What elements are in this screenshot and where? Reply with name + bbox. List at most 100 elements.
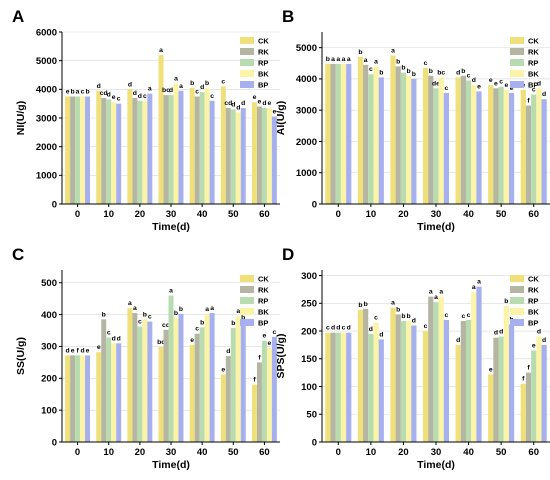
y-tick-label: 250 xyxy=(301,299,317,310)
significance-letter: d xyxy=(107,91,111,98)
legend-swatch-BK xyxy=(510,308,524,315)
bar-C-RK-40 xyxy=(194,333,200,442)
significance-letter: a xyxy=(364,57,368,64)
bar-A-CK-40 xyxy=(189,87,195,204)
significance-letter: d xyxy=(241,100,245,107)
significance-letter: d xyxy=(336,325,340,332)
x-tick-label: 20 xyxy=(398,209,409,220)
significance-letter: d xyxy=(369,326,373,333)
bar-C-BP-60 xyxy=(271,336,277,442)
bar-A-CK-30 xyxy=(158,54,164,204)
y-axis-label: SPS(U/g) xyxy=(275,334,287,379)
y-tick-label: 2000 xyxy=(296,137,317,148)
bar-B-BP-30 xyxy=(443,92,450,204)
significance-letter: c xyxy=(117,96,121,103)
significance-letter: c xyxy=(499,79,503,86)
bar-B-BP-60 xyxy=(541,99,547,204)
legend-swatch-RK xyxy=(240,286,254,293)
significance-letter: d xyxy=(66,347,70,354)
panel-B: B010002000300040005000bbacdeeaabbbefacbd… xyxy=(275,7,550,233)
significance-letter: b xyxy=(396,58,400,65)
bar-D-BP-60 xyxy=(541,344,547,442)
significance-letter: c xyxy=(467,72,471,79)
legend-swatch-BK xyxy=(240,70,254,77)
significance-letter: e xyxy=(263,333,267,340)
x-tick-label: 30 xyxy=(431,447,442,458)
bar-B-CK-20 xyxy=(390,55,396,204)
bar-D-RP-20 xyxy=(400,321,407,442)
significance-letter: d xyxy=(494,330,498,337)
legend-label-BP: BP xyxy=(528,319,538,328)
bar-C-BP-20 xyxy=(147,321,153,442)
x-tick-label: 60 xyxy=(528,447,539,458)
bar-C-CK-20 xyxy=(127,308,133,442)
bar-A-RK-50 xyxy=(225,107,231,204)
significance-letter: b xyxy=(379,69,383,76)
y-tick-label: 0 xyxy=(312,437,317,448)
legend-label-RK: RK xyxy=(258,48,269,57)
bar-D-RK-0 xyxy=(330,332,336,442)
bar-C-BK-30 xyxy=(173,317,179,442)
significance-letter: a xyxy=(179,83,183,90)
legend-label-RP: RP xyxy=(258,59,268,68)
x-tick-label: 60 xyxy=(259,209,270,220)
bar-D-RK-20 xyxy=(395,314,401,442)
significance-letter: a xyxy=(159,47,163,54)
x-tick-label: 10 xyxy=(366,447,377,458)
x-axis-label: Time(d) xyxy=(417,221,455,233)
legend-label-BK: BK xyxy=(258,70,269,79)
x-tick-label: 20 xyxy=(135,209,146,220)
significance-letter: de xyxy=(432,80,440,87)
significance-letter: f xyxy=(522,376,525,383)
bar-C-BP-0 xyxy=(85,355,91,442)
legend-swatch-BK xyxy=(510,70,524,77)
significance-letter: a xyxy=(439,289,443,296)
bar-B-RK-10 xyxy=(363,64,369,204)
bar-D-CK-50 xyxy=(488,374,494,442)
significance-letter: d xyxy=(537,329,541,336)
bar-D-CK-30 xyxy=(422,331,429,442)
x-tick-label: 10 xyxy=(366,209,377,220)
bar-B-RP-40 xyxy=(465,80,472,204)
bar-C-BK-40 xyxy=(204,313,210,442)
x-tick-label: 50 xyxy=(496,447,507,458)
significance-letter: e xyxy=(97,344,101,351)
significance-letter: a xyxy=(169,287,173,294)
legend-label-BK: BK xyxy=(528,308,539,317)
significance-letter: b xyxy=(179,306,183,313)
bar-B-RP-50 xyxy=(498,86,504,204)
bar-D-BP-30 xyxy=(443,319,450,442)
significance-letter: b xyxy=(71,89,75,96)
bar-C-CK-0 xyxy=(65,355,71,442)
bar-B-RP-20 xyxy=(400,72,407,205)
x-tick-label: 30 xyxy=(166,447,177,458)
bar-C-RK-30 xyxy=(163,329,169,442)
legend-label-RP: RP xyxy=(258,297,268,306)
significance-letter: a xyxy=(472,284,476,291)
bar-D-CK-20 xyxy=(390,307,396,442)
y-tick-label: 200 xyxy=(41,374,57,385)
bar-C-BP-30 xyxy=(178,313,184,442)
significance-letter: a xyxy=(133,305,137,312)
legend-swatch-CK xyxy=(240,37,254,44)
significance-letter: a xyxy=(128,300,132,307)
significance-letter: d xyxy=(200,84,204,91)
significance-letter: c xyxy=(532,87,536,94)
legend-swatch-RP xyxy=(240,59,254,66)
significance-letter: d xyxy=(537,80,541,87)
bar-A-BK-50 xyxy=(235,112,241,204)
significance-letter: b xyxy=(143,311,147,318)
significance-letter: a xyxy=(174,76,178,83)
significance-letter: f xyxy=(258,354,261,361)
significance-letter: b xyxy=(200,319,204,326)
x-tick-label: 0 xyxy=(336,447,341,458)
significance-letter: b xyxy=(504,298,508,305)
x-tick-label: 10 xyxy=(103,209,114,220)
significance-letter: e xyxy=(504,82,508,89)
y-tick-label: 4000 xyxy=(36,85,57,96)
bar-C-CK-30 xyxy=(158,347,164,442)
significance-letter: a xyxy=(148,86,152,93)
x-tick-label: 40 xyxy=(197,209,208,220)
